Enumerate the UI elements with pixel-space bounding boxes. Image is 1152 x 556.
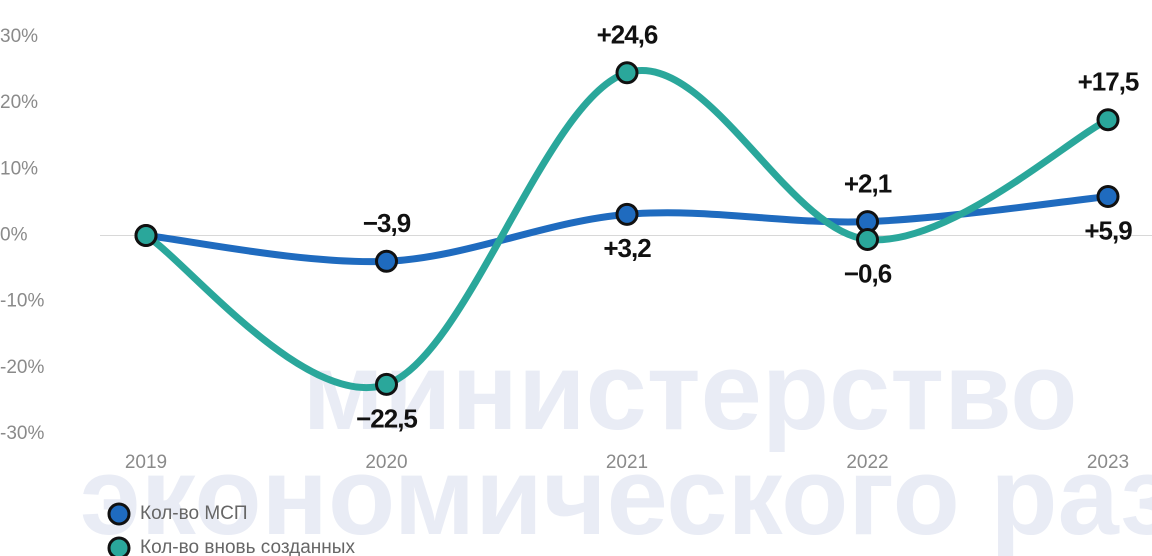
legend-label: Кол-во МСП bbox=[140, 503, 248, 524]
point bbox=[1098, 110, 1118, 130]
x-tick-label: 2022 bbox=[846, 452, 888, 473]
value-label: +5,9 bbox=[1084, 215, 1132, 245]
value-label: +17,5 bbox=[1078, 67, 1139, 97]
chart: министерство экономического развит -30%-… bbox=[0, 0, 1152, 556]
value-label: −22,5 bbox=[356, 403, 417, 433]
point bbox=[377, 251, 397, 271]
point bbox=[617, 204, 637, 224]
x-tick-label: 2023 bbox=[1087, 452, 1129, 473]
legend-marker bbox=[109, 538, 129, 556]
y-tick-label: 20% bbox=[0, 92, 38, 113]
x-tick-label: 2019 bbox=[125, 452, 167, 473]
value-label: +3,2 bbox=[603, 233, 651, 263]
y-tick-label: 0% bbox=[0, 225, 28, 246]
y-tick-label: 10% bbox=[0, 158, 38, 179]
value-label: −0,6 bbox=[844, 258, 892, 288]
x-tick-label: 2021 bbox=[606, 452, 648, 473]
value-label: −3,9 bbox=[363, 208, 411, 238]
value-label: +2,1 bbox=[844, 168, 892, 198]
point bbox=[617, 63, 637, 83]
point bbox=[858, 229, 878, 249]
point bbox=[1098, 186, 1118, 206]
y-tick-label: 30% bbox=[0, 26, 38, 47]
y-tick-label: -30% bbox=[0, 423, 44, 444]
legend-label: Кол-во вновь созданных bbox=[140, 537, 355, 556]
y-tick-label: -20% bbox=[0, 357, 44, 378]
point bbox=[136, 226, 156, 246]
legend-marker bbox=[109, 504, 129, 524]
x-tick-label: 2020 bbox=[365, 452, 407, 473]
value-label: +24,6 bbox=[597, 20, 658, 50]
point bbox=[377, 374, 397, 394]
y-tick-label: -10% bbox=[0, 291, 44, 312]
